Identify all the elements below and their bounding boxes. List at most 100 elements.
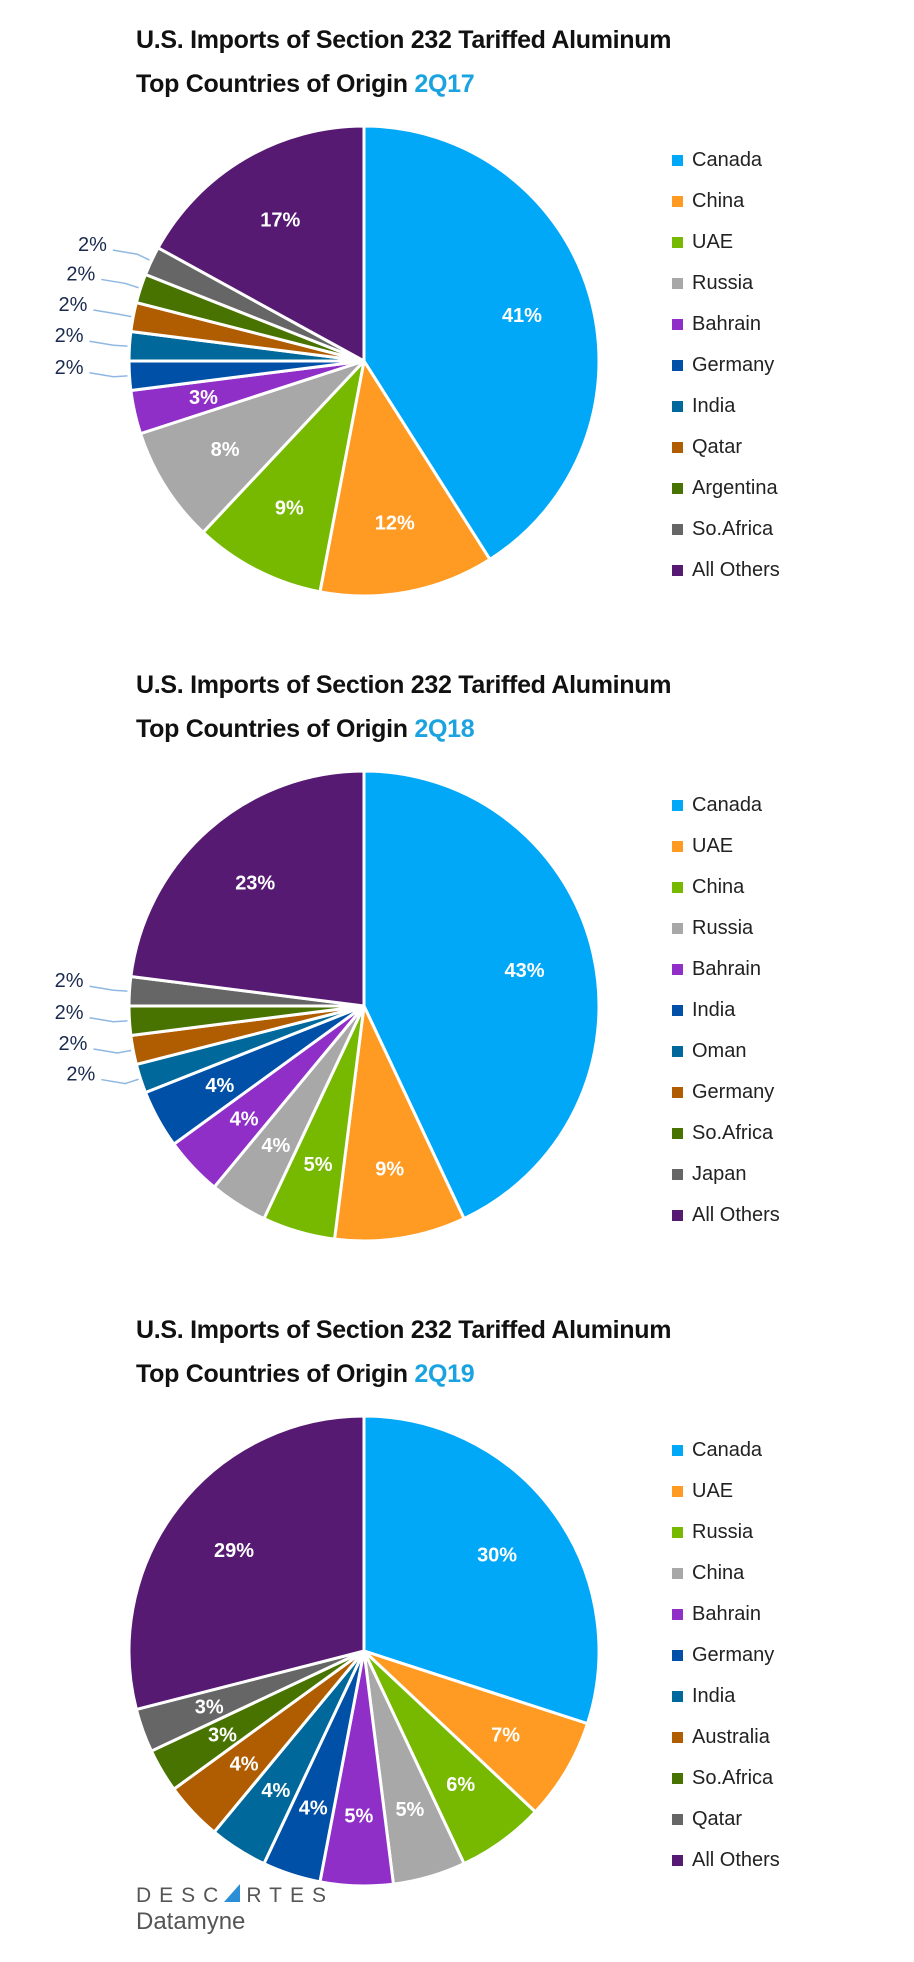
legend-item: Bahrain — [672, 949, 780, 990]
legend-label: Japan — [692, 1163, 747, 1185]
chart-subtitle: Top Countries of Origin — [136, 70, 415, 98]
data-label: 30% — [477, 1544, 517, 1566]
pie-chart-2Q17: 41% 12% 9% 8% 3% 2% 2% 2% 2% 2% 17% U.S. Imports of… — [0, 0, 914, 645]
pie-svg: 41% 12% 9% 8% 3% 2% 2% 2% 2% 2% 17% — [55, 124, 601, 598]
data-label: 3% — [189, 387, 218, 409]
chart-title-line2: Top Countries of Origin 2Q18 — [136, 707, 671, 751]
pie-slice-russia — [139, 359, 366, 534]
legend-item: So.Africa — [672, 1113, 780, 1154]
legend-label: India — [692, 395, 736, 417]
data-label: 5% — [395, 1799, 424, 1821]
legend-item: So.Africa — [672, 509, 780, 550]
legend-item: So.Africa — [672, 1758, 780, 1799]
data-label: 9% — [275, 498, 304, 520]
legend-label: Australia — [692, 1726, 770, 1748]
data-label: 4% — [261, 1135, 290, 1157]
leader-line — [89, 985, 128, 992]
pie-slice-china — [318, 359, 492, 598]
legend-swatch — [672, 319, 683, 330]
legend-label: Oman — [692, 1040, 747, 1062]
descartes-datamyne-logo: DESC RTES Datamyne — [136, 1884, 334, 1936]
leader-line — [93, 1048, 132, 1054]
legend-item: China — [672, 181, 780, 222]
legend-swatch — [672, 1732, 683, 1743]
pie-chart-2Q18: 43% 9% 5% 4% 4% 4% 2% 2% 2% 2% 23% U.S. Imports of … — [0, 645, 914, 1290]
data-label: 2% — [55, 970, 84, 992]
chart-title-line1: U.S. Imports of Section 232 Tariffed Alu… — [136, 1316, 672, 1344]
leader-line — [89, 1017, 128, 1023]
legend-item: India — [672, 1676, 780, 1717]
legend-item: Germany — [672, 1635, 780, 1676]
legend-item: Qatar — [672, 427, 780, 468]
legend-label: Qatar — [692, 1808, 743, 1830]
legend-item: Germany — [672, 345, 780, 386]
data-label: 7% — [491, 1725, 520, 1747]
pie-slice-all-others — [129, 769, 366, 1008]
chart-title-line2: Top Countries of Origin 2Q19 — [136, 1352, 671, 1396]
legend-swatch — [672, 1445, 683, 1456]
data-label: 2% — [59, 1033, 88, 1055]
legend-swatch — [672, 1773, 683, 1784]
legend-label: Canada — [692, 149, 763, 171]
legend-item: All Others — [672, 1195, 780, 1236]
legend-swatch — [672, 923, 683, 934]
legend-swatch — [672, 278, 683, 289]
legend-label: China — [692, 190, 745, 212]
legend: Canada UAE Russia China Bahrain Germany India A… — [672, 1430, 780, 1881]
data-label: 2% — [55, 325, 84, 347]
data-label: 5% — [304, 1154, 333, 1176]
legend-label: Argentina — [692, 477, 778, 499]
leader-line — [101, 1078, 139, 1085]
chart-title-line1: U.S. Imports of Section 232 Tariffed Alu… — [136, 671, 672, 699]
pie-svg: 43%9%5%4%4%4%2%2%2%2%23% — [55, 769, 601, 1243]
legend-label: UAE — [692, 231, 734, 253]
legend-item: Canada — [672, 1430, 780, 1471]
legend-label: Russia — [692, 917, 754, 939]
leader-line — [93, 309, 132, 318]
legend-item: All Others — [672, 1840, 780, 1881]
legend-swatch — [672, 1169, 683, 1180]
legend-item: UAE — [672, 222, 780, 263]
data-label: 9% — [375, 1158, 404, 1180]
data-label: 8% — [211, 439, 240, 461]
data-label: 6% — [446, 1774, 475, 1796]
legend-label: Canada — [692, 1439, 763, 1461]
legend-swatch — [672, 196, 683, 207]
leader-line — [89, 372, 128, 378]
data-label: 4% — [230, 1754, 259, 1776]
leader-line — [112, 249, 150, 261]
legend-item: Bahrain — [672, 304, 780, 345]
data-label: 5% — [344, 1805, 373, 1827]
leader-line — [89, 340, 128, 347]
logo-descartes: DESC RTES — [136, 1884, 334, 1907]
legend-swatch — [672, 1650, 683, 1661]
pie-chart-2Q19: 30% 7% 6% 5% 5% 4% 4% 4% 3% 3% 29% U.S. Imports of … — [0, 1290, 914, 1935]
data-label: 4% — [230, 1109, 259, 1131]
legend-label: Russia — [692, 272, 754, 294]
legend-label: Qatar — [692, 436, 743, 458]
legend-swatch — [672, 401, 683, 412]
legend-swatch — [672, 800, 683, 811]
legend-swatch — [672, 1486, 683, 1497]
legend-swatch — [672, 1046, 683, 1057]
legend-swatch — [672, 1087, 683, 1098]
legend-label: Germany — [692, 354, 775, 376]
logo-datamyne: Datamyne — [136, 1908, 246, 1935]
pie-slice-uae — [362, 1649, 589, 1814]
data-label: 2% — [59, 294, 88, 316]
pie-slice-uae — [333, 1004, 466, 1243]
legend: Canada UAE China Russia Bahrain India Oman Germ… — [672, 785, 780, 1236]
data-label: 23% — [235, 873, 275, 895]
chart-period: 2Q18 — [414, 715, 475, 743]
pie-slice-canada — [362, 1414, 601, 1726]
legend-label: All Others — [692, 1849, 780, 1871]
legend-swatch — [672, 1568, 683, 1579]
legend-label: Canada — [692, 794, 763, 816]
legend-label: All Others — [692, 559, 780, 581]
legend-item: All Others — [672, 550, 780, 591]
data-label: 3% — [195, 1697, 224, 1719]
legend-swatch — [672, 1527, 683, 1538]
legend-item: Oman — [672, 1031, 780, 1072]
legend-label: India — [692, 999, 736, 1021]
legend-swatch — [672, 841, 683, 852]
